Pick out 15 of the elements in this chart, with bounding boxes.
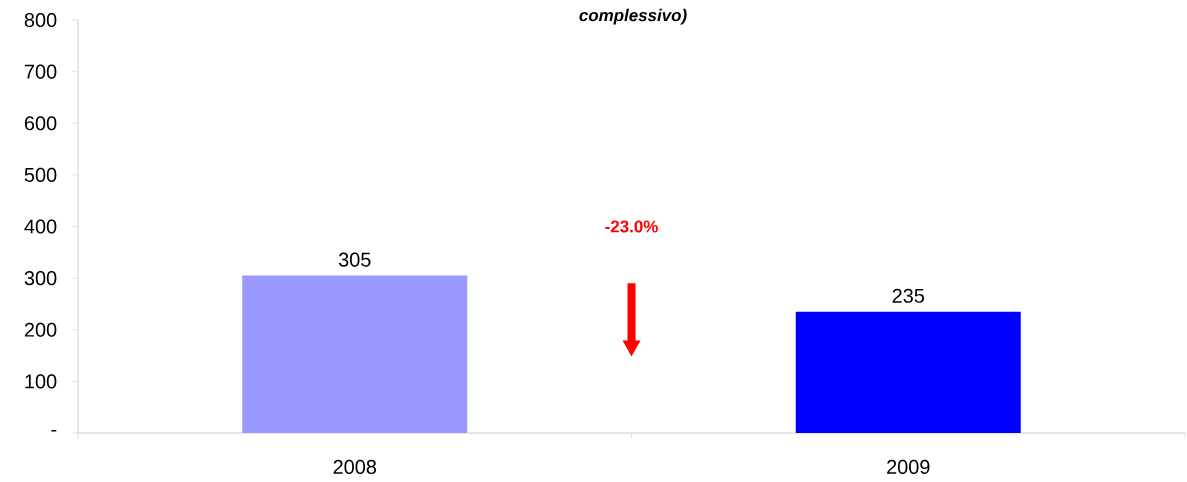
y-tick-label: - <box>51 429 57 432</box>
chart-title: complessivo) <box>579 8 687 25</box>
y-tick-label: 200 <box>24 322 57 337</box>
y-tick-label: 700 <box>24 64 57 79</box>
y-tick-label: 600 <box>24 116 57 131</box>
y-tick-label: 400 <box>24 219 57 234</box>
y-tick-label: 800 <box>24 12 57 28</box>
data-label: 305 <box>338 252 371 267</box>
x-tick-label: 2009 <box>887 459 930 474</box>
y-tick-label: 100 <box>25 374 57 389</box>
y-tick-label: 300 <box>24 271 57 286</box>
annotation: -23.0% <box>605 220 658 233</box>
x-tick-label: 2008 <box>333 459 377 474</box>
data-label: 235 <box>892 288 925 303</box>
y-tick-label: 500 <box>24 167 57 182</box>
